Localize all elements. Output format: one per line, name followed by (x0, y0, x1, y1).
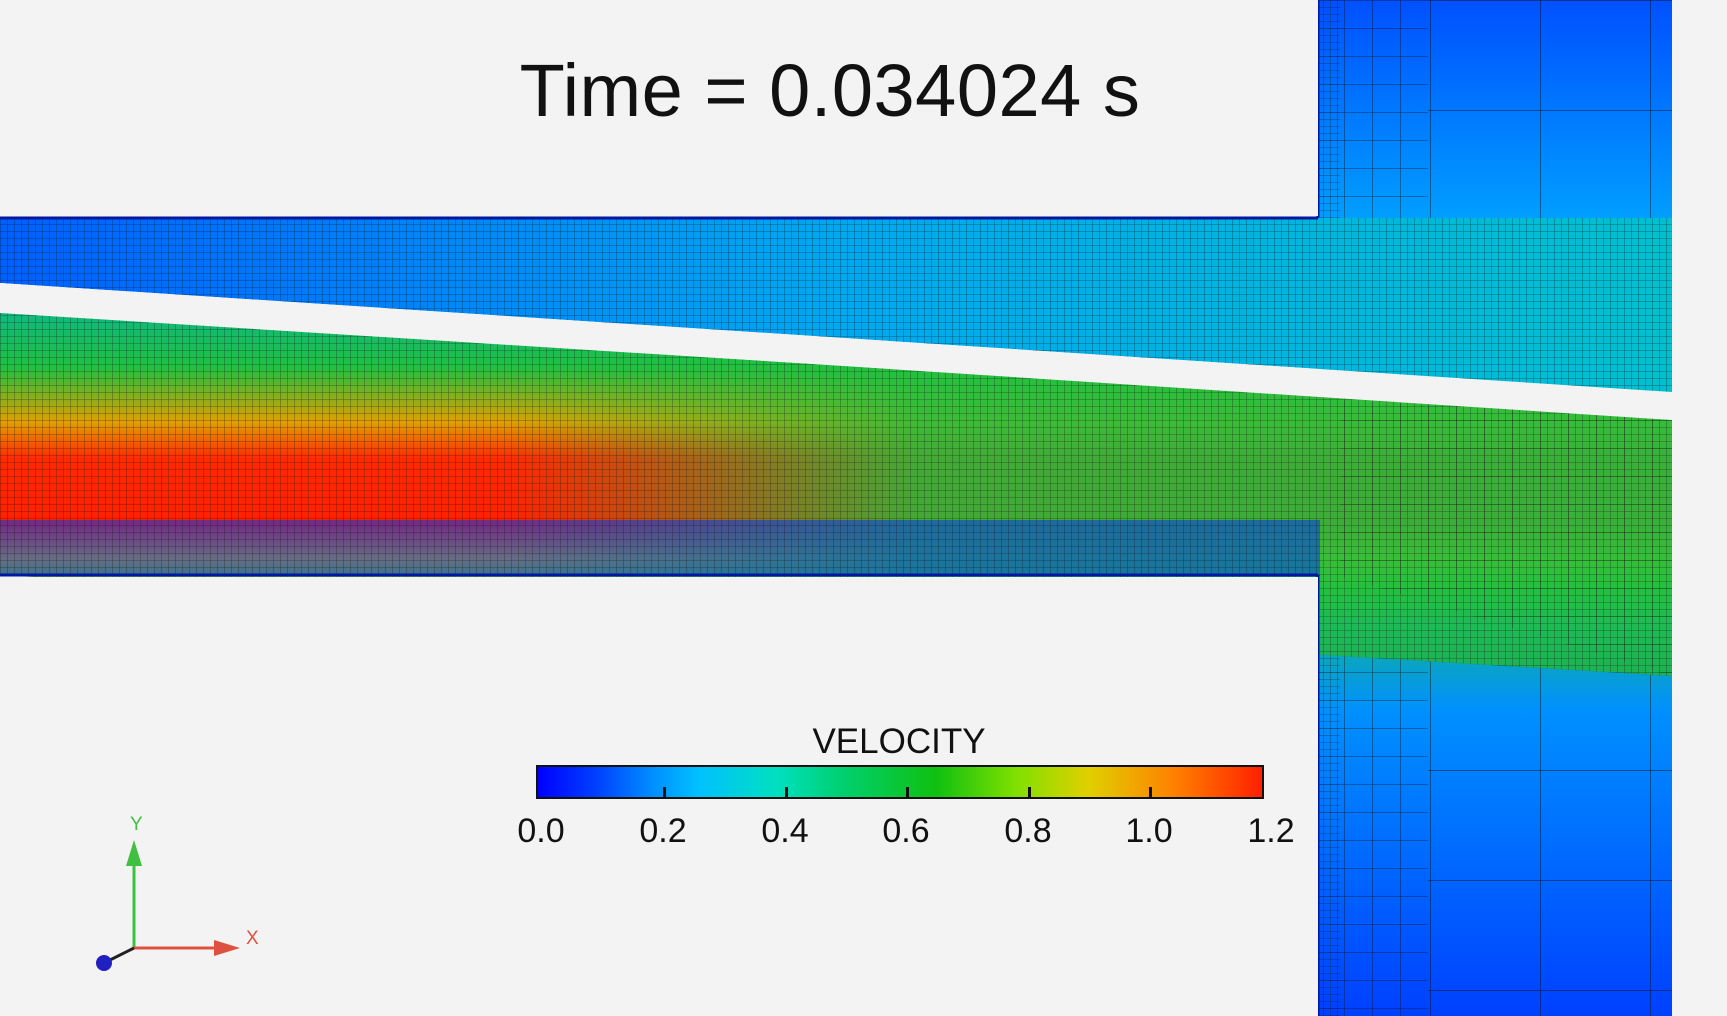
time-label: Time = 0.034024 s (519, 49, 1141, 132)
colorbar-tick (906, 787, 909, 799)
colorbar-title: VELOCITY (812, 722, 986, 761)
colorbar-tick-label: 1.2 (1247, 812, 1295, 850)
x-axis-label: X (246, 928, 259, 949)
colorbar (536, 765, 1264, 799)
colorbar-tick (785, 787, 788, 799)
slanted-plate (0, 283, 1672, 420)
colorbar-tick (1149, 787, 1152, 799)
colorbar-tick-label: 0.4 (761, 812, 809, 850)
axes-triad (96, 840, 240, 971)
colorbar-tick-label: 0.8 (1004, 812, 1052, 850)
colorbar-tick-label: 0.6 (882, 812, 930, 850)
colorbar-tick (1028, 787, 1031, 799)
colorbar-tick-label: 0.0 (517, 812, 565, 850)
colorbar-tick-label: 1.0 (1125, 812, 1173, 850)
colorbar-tick-label: 0.2 (639, 812, 687, 850)
colorbar-tick (663, 787, 666, 799)
y-axis-label: Y (130, 814, 143, 835)
